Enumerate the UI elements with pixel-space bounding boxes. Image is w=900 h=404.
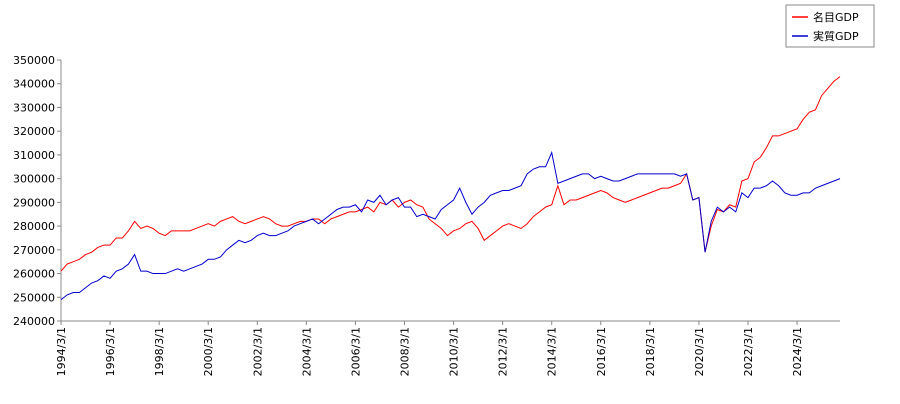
legend-box bbox=[785, 4, 875, 48]
x-tick-label: 2018/3/1 bbox=[644, 327, 657, 376]
y-tick-label: 330000 bbox=[13, 101, 55, 114]
x-tick-label: 2014/3/1 bbox=[546, 327, 559, 376]
y-tick-label: 280000 bbox=[13, 220, 55, 233]
y-tick-label: 270000 bbox=[13, 244, 55, 257]
legend-label: 実質GDP bbox=[813, 29, 859, 43]
x-tick-label: 1994/3/1 bbox=[55, 327, 68, 376]
y-tick-label: 250000 bbox=[13, 291, 55, 304]
x-tick-label: 2016/3/1 bbox=[595, 327, 608, 376]
y-tick-label: 350000 bbox=[13, 54, 55, 67]
x-tick-label: 2006/3/1 bbox=[349, 327, 362, 376]
x-tick-label: 2002/3/1 bbox=[251, 327, 264, 376]
line-series bbox=[60, 76, 841, 272]
x-tick-label: 2022/3/1 bbox=[742, 327, 755, 376]
x-tick-label: 2010/3/1 bbox=[448, 327, 461, 376]
x-tick-label: 2004/3/1 bbox=[300, 327, 313, 376]
y-tick-label: 240000 bbox=[13, 315, 55, 328]
legend: 名目GDP 実質GDP bbox=[785, 4, 875, 48]
x-tick-label: 2000/3/1 bbox=[202, 327, 215, 376]
legend-label: 名目GDP bbox=[813, 10, 859, 24]
x-tick-label: 1996/3/1 bbox=[104, 327, 117, 376]
y-tick-label: 340000 bbox=[13, 78, 55, 91]
x-tick-label: 2024/3/1 bbox=[791, 327, 804, 376]
x-tick-label: 2008/3/1 bbox=[398, 327, 411, 376]
y-tick-label: 290000 bbox=[13, 196, 55, 209]
line-series bbox=[60, 150, 841, 301]
y-tick-label: 310000 bbox=[13, 149, 55, 162]
y-tick-label: 320000 bbox=[13, 125, 55, 138]
y-tick-label: 260000 bbox=[13, 268, 55, 281]
y-tick-label: 300000 bbox=[13, 173, 55, 186]
x-tick-label: 1998/3/1 bbox=[153, 327, 166, 376]
x-tick-label: 2012/3/1 bbox=[497, 327, 510, 376]
x-tick-label: 2020/3/1 bbox=[693, 327, 706, 376]
